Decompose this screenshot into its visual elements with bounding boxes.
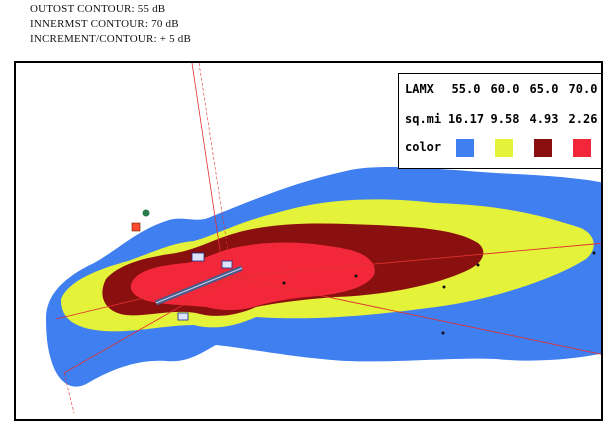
track-point-5 [592, 251, 596, 255]
innermost-contour-text: INNERMST CONTOUR: 70 dB [30, 18, 179, 30]
legend-row-levels: LAMX 55.0 60.0 65.0 70.0 [405, 78, 598, 102]
track-line-7 [63, 372, 75, 414]
outermost-contour-text: OUTOST CONTOUR: 55 dB [30, 3, 166, 15]
legend-label-lamx: LAMX [405, 82, 434, 96]
track-point-6 [441, 331, 445, 335]
track-line-4 [231, 276, 601, 355]
legend-swatch-70 [573, 139, 591, 157]
legend-area-55: 16.17 [447, 112, 485, 126]
facility-building [177, 312, 189, 321]
track-point-2 [354, 274, 358, 278]
runway-centerline [155, 267, 243, 304]
terminal-building [191, 252, 205, 262]
contour-map-canvas [46, 63, 601, 414]
legend-area-65: 4.93 [529, 112, 559, 126]
legend-level-60: 60.0 [490, 82, 520, 96]
legend-swatch-55 [456, 139, 474, 157]
legend-row-areas: sq.mi 16.17 9.58 4.93 2.26 [405, 108, 598, 132]
legend-label-color: color [405, 140, 442, 154]
track-line-6 [63, 276, 233, 374]
track-line-3 [231, 242, 601, 278]
legend-label-sqmi: sq.mi [405, 112, 442, 126]
legend-table: LAMX 55.0 60.0 65.0 70.0 sq.mi 16.17 9.5… [398, 73, 601, 169]
location-marker-west [131, 222, 141, 232]
legend-area-70: 2.26 [568, 112, 598, 126]
legend-level-65: 65.0 [529, 82, 559, 96]
contour-70db [130, 242, 375, 310]
noise-contour-map: LAMX 55.0 60.0 65.0 70.0 sq.mi 16.17 9.5… [14, 61, 603, 421]
legend-level-70: 70.0 [568, 82, 598, 96]
legend-swatch-65 [534, 139, 552, 157]
legend-swatch-60 [495, 139, 513, 157]
contour-info-header: OUTOST CONTOUR: 55 dB INNERMST CONTOUR: … [30, 2, 191, 47]
track-line-2 [198, 63, 233, 278]
legend-level-55: 55.0 [451, 82, 481, 96]
track-point-3 [442, 285, 446, 289]
track-line-1 [191, 63, 225, 278]
hangar-building [221, 260, 233, 269]
track-point-1 [282, 281, 286, 285]
legend-area-60: 9.58 [490, 112, 520, 126]
location-marker-north [142, 209, 150, 217]
increment-contour-text: INCREMENT/CONTOUR: + 5 dB [30, 33, 192, 45]
track-point-4 [476, 263, 480, 267]
legend-row-colors: color [405, 136, 598, 160]
